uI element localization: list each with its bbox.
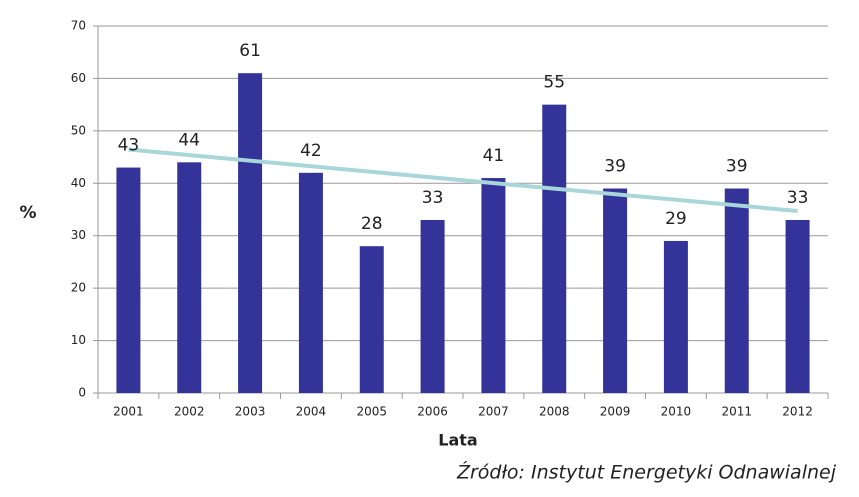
x-tick-label: 2006: [417, 405, 448, 419]
value-label: 39: [726, 157, 748, 177]
value-label: 55: [543, 73, 565, 93]
bar: [663, 240, 688, 393]
y-tick-label: 0: [78, 386, 86, 400]
y-tick-label: 60: [71, 71, 86, 85]
bar: [542, 104, 567, 394]
y-axis-label: %: [19, 203, 36, 223]
x-tick-label: 2007: [478, 405, 509, 419]
x-tick-label: 2003: [235, 405, 266, 419]
x-tick-label: 2005: [356, 405, 387, 419]
bar: [724, 188, 749, 393]
bar: [481, 178, 506, 393]
value-label: 39: [604, 157, 626, 177]
bar: [238, 73, 263, 393]
bar: [785, 219, 810, 393]
value-label: 44: [178, 130, 200, 150]
value-label: 61: [239, 41, 261, 61]
value-label: 43: [118, 136, 140, 156]
y-tick-label: 20: [71, 281, 86, 295]
y-tick-label: 70: [71, 19, 86, 33]
x-tick-label: 2008: [539, 405, 570, 419]
bar: [298, 172, 323, 393]
x-tick-label: 2001: [113, 405, 144, 419]
source-note: Źródło: Instytut Energetyki Odnawialnej: [456, 461, 837, 484]
y-tick-label: 30: [71, 228, 86, 242]
x-tick-label: 2004: [296, 405, 327, 419]
y-tick-label: 40: [71, 176, 86, 190]
x-tick-label: 2009: [600, 405, 631, 419]
y-tick-label: 50: [71, 123, 86, 137]
value-label: 28: [361, 214, 383, 234]
value-label: 33: [422, 188, 444, 208]
value-label: 42: [300, 141, 322, 161]
bar: [177, 162, 202, 393]
y-tick-label: 10: [71, 333, 86, 347]
x-tick-label: 2011: [721, 405, 752, 419]
bar: [603, 188, 628, 393]
bar: [359, 246, 384, 393]
x-tick-label: 2012: [782, 405, 813, 419]
value-label: 29: [665, 209, 687, 229]
bar: [116, 167, 141, 393]
bar: [420, 219, 445, 393]
x-tick-label: 2002: [174, 405, 205, 419]
x-axis-label: Lata: [438, 431, 477, 450]
trendline: [128, 147, 798, 213]
value-label: 41: [483, 146, 505, 166]
value-label: 33: [787, 188, 809, 208]
x-tick-label: 2010: [661, 405, 692, 419]
